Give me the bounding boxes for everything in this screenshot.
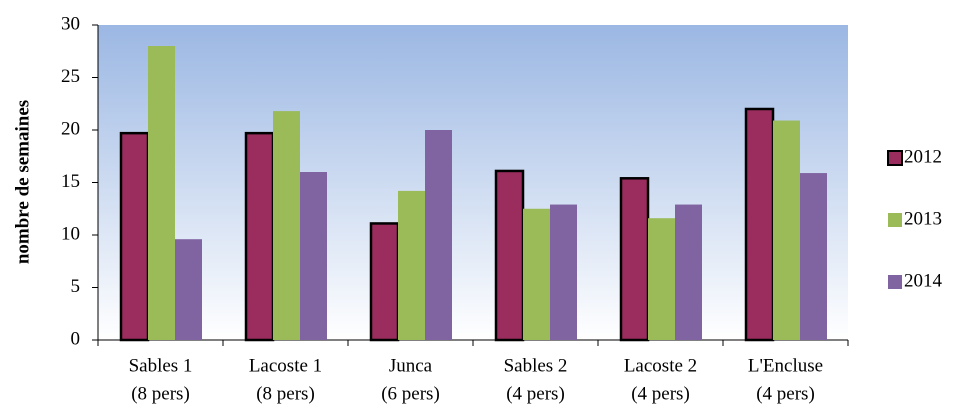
x-tick-label: (4 pers) bbox=[756, 383, 815, 404]
legend-label: 2013 bbox=[904, 208, 942, 229]
bar bbox=[175, 239, 202, 340]
x-tick-label: Sables 2 bbox=[504, 355, 568, 376]
bar bbox=[550, 204, 577, 340]
bar bbox=[773, 120, 800, 340]
legend-label: 2012 bbox=[904, 146, 942, 167]
y-tick-label: 15 bbox=[61, 171, 80, 192]
bar bbox=[398, 190, 425, 340]
bar bbox=[800, 173, 827, 340]
bar bbox=[523, 208, 550, 340]
y-tick-label: 20 bbox=[61, 118, 80, 139]
x-tick-label: Lacoste 2 bbox=[624, 355, 697, 376]
y-tick-label: 0 bbox=[71, 328, 81, 349]
bar bbox=[300, 172, 327, 340]
x-tick-label: (6 pers) bbox=[381, 383, 440, 404]
bar bbox=[273, 111, 300, 340]
x-tick-label: (8 pers) bbox=[131, 383, 190, 404]
bar bbox=[619, 177, 650, 342]
bar bbox=[244, 131, 275, 342]
x-tick-label: Junca bbox=[389, 355, 433, 376]
x-tick-label: (4 pers) bbox=[506, 383, 565, 404]
x-tick-label: Sables 1 bbox=[129, 355, 193, 376]
x-tick-label: Lacoste 1 bbox=[249, 355, 322, 376]
bar bbox=[744, 107, 775, 342]
x-tick-label: (8 pers) bbox=[256, 383, 315, 404]
bar bbox=[425, 130, 452, 340]
bar bbox=[494, 169, 525, 342]
legend-label: 2014 bbox=[904, 270, 943, 291]
y-tick-label: 10 bbox=[61, 223, 80, 244]
bar bbox=[148, 46, 175, 340]
y-tick-label: 30 bbox=[61, 13, 80, 34]
y-tick-label: 5 bbox=[71, 276, 81, 297]
y-tick-label: 25 bbox=[61, 66, 80, 87]
bar bbox=[119, 131, 150, 342]
legend-swatch bbox=[888, 275, 902, 289]
y-axis-label: nombre de semaines bbox=[12, 100, 33, 264]
bar bbox=[675, 204, 702, 340]
x-tick-label: (4 pers) bbox=[631, 383, 690, 404]
plot-area bbox=[98, 25, 848, 340]
bar bbox=[369, 222, 400, 342]
legend-swatch bbox=[887, 150, 903, 166]
x-tick-label: L'Encluse bbox=[748, 355, 823, 376]
bar bbox=[648, 218, 675, 340]
legend-swatch bbox=[888, 213, 902, 227]
